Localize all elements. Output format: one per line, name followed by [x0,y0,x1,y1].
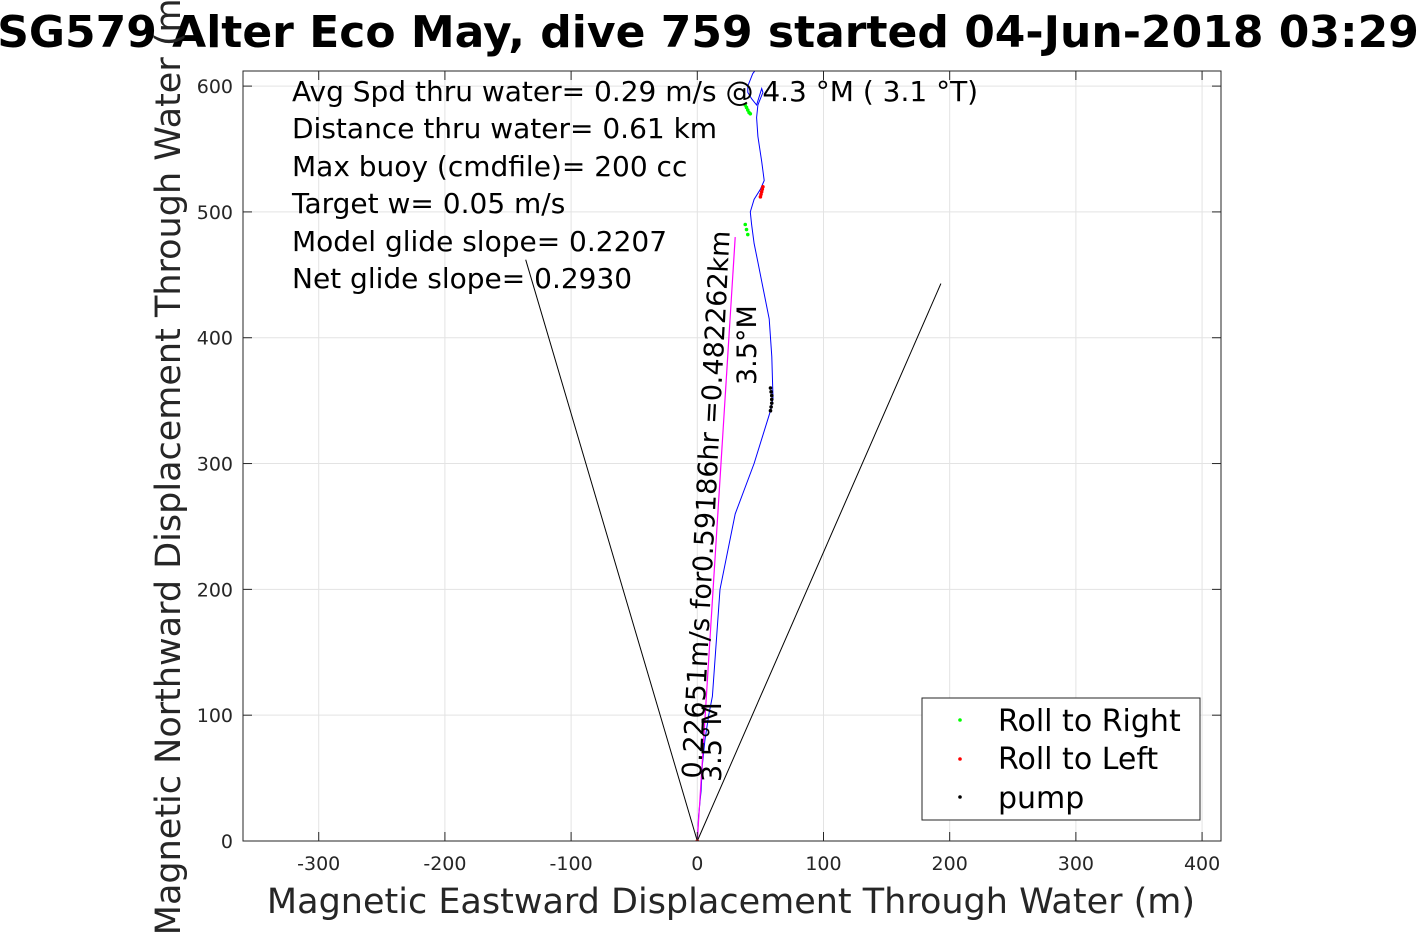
x-tick-label: 100 [805,853,841,875]
heading-line [696,237,736,841]
glide-fan-line [696,283,942,841]
x-tick-label: 300 [1058,853,1094,875]
y-tick-label: 100 [197,705,233,727]
annotation-model-glide: Model glide slope= 0.2207 [292,225,667,258]
x-tick-label: 200 [932,853,968,875]
glide-fan-line [525,259,698,841]
rotated-label-heading-end: 3.5°M [732,305,763,385]
pump-point [769,393,774,398]
x-tick-label: -300 [297,853,340,875]
x-tick-label: -100 [550,853,593,875]
roll-to-right-point [743,222,748,227]
roll-to-right-point [745,232,750,237]
legend-box [921,697,1201,821]
roll-to-right-point [744,227,749,232]
annotation-target-w: Target w= 0.05 m/s [291,187,565,220]
pump-point [769,405,773,409]
y-tick-label: 0 [221,831,233,853]
tick-layer: -300 -200 -100 0 100 200 300 400 0 100 200 300 400 50… [197,71,1221,875]
rotated-label-heading-start: 3.5°M [697,702,728,782]
x-tick-label: 0 [691,853,703,875]
y-tick-label: 400 [197,328,233,350]
pump-point [769,397,774,402]
legend-marker-roll-right [958,718,962,722]
legend-marker-roll-left [958,757,962,761]
x-axis-label: Magnetic Eastward Displacement Through W… [267,882,1195,922]
legend: Roll to Right Roll to Left pump [921,697,1201,821]
series-layer [525,71,942,841]
roll-to-right-point [748,111,753,116]
pump-point [768,408,773,413]
pump-point [769,390,773,394]
legend-label-roll-left: Roll to Left [998,742,1158,777]
y-tick-label: 500 [197,202,233,224]
roll-to-left-point [761,184,765,189]
annotation-max-buoy: Max buoy (cmdfile)= 200 cc [292,150,687,183]
y-tick-label: 600 [197,76,233,98]
y-axis-label: Magnetic Northward Displacement Through … [149,0,189,935]
annotation-avg-speed: Avg Spd thru water= 0.29 m/s @ 4.3 °M ( … [292,75,978,108]
annotation-block: Avg Spd thru water= 0.29 m/s @ 4.3 °M ( … [291,75,978,295]
dive-track-line [696,71,774,841]
x-tick-label: -200 [423,853,466,875]
y-tick-label: 300 [197,454,233,476]
pump-point [769,401,774,405]
legend-label-roll-right: Roll to Right [998,704,1181,739]
y-tick-label: 200 [197,579,233,601]
x-tick-label: 400 [1184,853,1220,875]
annotation-distance: Distance thru water= 0.61 km [292,112,717,145]
legend-label-pump: pump [998,781,1084,816]
plot-frame [242,70,1222,842]
pump-point [768,386,773,390]
legend-marker-pump [958,795,962,799]
annotation-net-glide: Net glide slope= 0.2930 [292,262,632,295]
chart-title: SG579 Alter Eco May, dive 759 started 04… [0,7,1417,58]
